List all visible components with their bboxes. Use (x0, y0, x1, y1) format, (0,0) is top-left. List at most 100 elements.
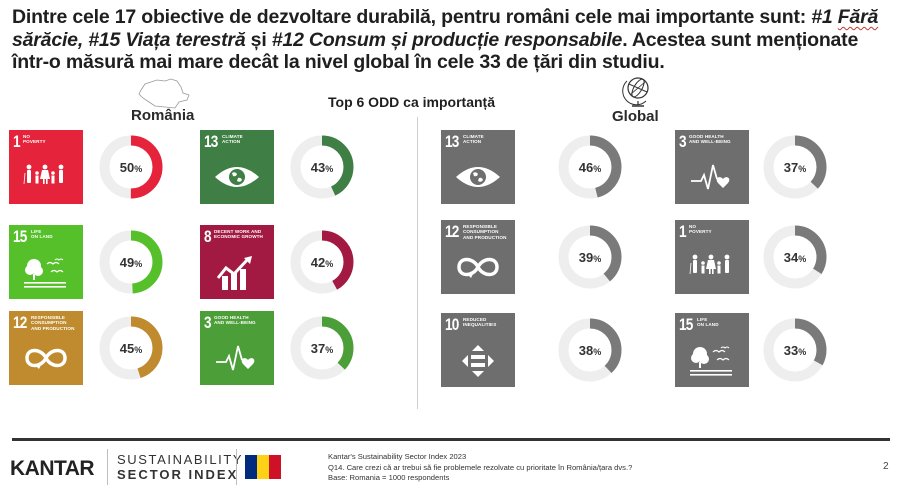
sdg-number: 1 (13, 132, 21, 151)
donut-rom-nia-sdg-1: 50% (98, 134, 164, 200)
sdg-tile-rom-nia-8: 8 Decent work and economic growth (200, 225, 274, 299)
question-line: Q14. Care crezi că ar trebui să fie prob… (328, 462, 633, 472)
source-line: Kantar's Sustainability Sector Index 202… (328, 452, 467, 461)
logo-line-2: SECTOR INDEX (117, 467, 239, 482)
value-number: 37 (310, 340, 326, 356)
donut-global-sdg-3: 37% (762, 134, 828, 200)
value-number: 42 (310, 254, 326, 270)
sdg-tile-rom-nia-15: 15 Life on land (9, 225, 83, 299)
donut-value-arc (290, 316, 354, 380)
donut-value-arc (558, 318, 622, 382)
sdg-label: Life on land (697, 317, 719, 328)
sdg-label: Life on land (31, 229, 53, 240)
value-number: 43 (310, 159, 326, 175)
value-number: 38 (578, 342, 594, 358)
arrows-equal-icon (462, 345, 494, 377)
sdg-label: No poverty (689, 224, 712, 235)
value-number: 33 (783, 342, 799, 358)
value-unit: % (134, 163, 143, 174)
value-unit: % (593, 163, 602, 174)
kantar-logo: KANTAR (10, 457, 95, 480)
donut-value-arc (763, 318, 827, 382)
donut-value-arc (99, 316, 163, 380)
flag-stripe-red (269, 455, 281, 479)
section-label-romania: România (131, 107, 195, 124)
sdg-label: Good health and well-being (214, 315, 256, 326)
romania-map-icon (138, 78, 190, 109)
flag-stripe-yellow (257, 455, 269, 479)
sdg-label: Climate action (463, 134, 484, 145)
headline-text: Dintre cele 17 obiective de dezvoltare d… (12, 6, 812, 28)
eye-globe-icon (215, 167, 259, 187)
donut-rom-nia-sdg-8: 42% (289, 229, 355, 295)
sdg-tile-rom-nia-13: 13 Climate action (200, 130, 274, 204)
value-unit: % (593, 346, 602, 357)
tree-icon (690, 346, 732, 376)
donut-value-label: 37% (762, 134, 828, 200)
donut-value-arc (290, 230, 354, 294)
base-line: Base: Romania = 1000 respondents (328, 473, 450, 482)
sdg-tile-rom-nia-12: 12 Responsible consumption and production (9, 311, 83, 385)
sdg-tile-global-10: 10 Reduced inequalities (441, 313, 515, 387)
sdg-label: Climate action (222, 134, 243, 145)
donut-rom-nia-sdg-15: 49% (98, 229, 164, 295)
donut-global-sdg-15: 33% (762, 317, 828, 383)
infinity-icon (457, 257, 499, 278)
donut-value-label: 37% (289, 315, 355, 381)
section-label-global: Global (612, 108, 659, 125)
donut-value-label: 49% (98, 229, 164, 295)
value-number: 39 (578, 249, 594, 265)
value-unit: % (325, 258, 334, 269)
heartbeat-icon (691, 164, 730, 190)
headline-emphasis: sărăcie, #15 Viața terestră (12, 28, 246, 51)
source-note: Kantar's Sustainability Sector Index 202… (328, 452, 632, 484)
sdg-number: 15 (679, 315, 693, 334)
sdg-tile-global-13: 13 Climate action (441, 130, 515, 204)
footer-separator (107, 449, 108, 485)
donut-value-arc (558, 225, 622, 289)
value-unit: % (325, 344, 334, 355)
value-number: 34 (783, 249, 799, 265)
headline-emphasis: Fără (837, 6, 879, 28)
headline-emphasis: #12 Consum și producție responsabile (271, 28, 623, 51)
donut-global-sdg-1: 34% (762, 224, 828, 290)
sdg-number: 13 (204, 132, 218, 151)
headline-text: și (245, 28, 272, 51)
donut-value-label: 45% (98, 315, 164, 381)
growth-chart-icon (216, 256, 252, 290)
donut-value-label: 39% (557, 224, 623, 290)
sdg-tile-rom-nia-1: 1 No poverty (9, 130, 83, 204)
sustainability-sector-index-logo: SUSTAINABILITY SECTOR INDEX (117, 452, 243, 482)
sdg-label: Reduced inequalities (463, 317, 497, 328)
value-unit: % (593, 253, 602, 264)
family-icon (689, 254, 730, 275)
headline: Dintre cele 17 obiective de dezvoltare d… (12, 6, 892, 74)
donut-value-arc (290, 135, 354, 199)
donut-value-label: 46% (557, 134, 623, 200)
footer-separator (236, 449, 237, 485)
eye-globe-icon (456, 167, 500, 187)
logo-line-1: SUSTAINABILITY (117, 452, 244, 467)
value-unit: % (798, 163, 807, 174)
sdg-label: No poverty (23, 134, 46, 145)
sdg-number: 12 (445, 222, 459, 241)
sdg-number: 8 (204, 227, 212, 246)
donut-value-arc (763, 135, 827, 199)
sdg-number: 13 (445, 132, 459, 151)
sdg-tile-global-12: 12 Responsible consumption and production (441, 220, 515, 294)
romania-flag-icon (245, 455, 281, 479)
sdg-number: 1 (679, 222, 687, 241)
value-unit: % (134, 258, 143, 269)
donut-rom-nia-sdg-3: 37% (289, 315, 355, 381)
sdg-tile-global-1: 1 No poverty (675, 220, 749, 294)
donut-value-label: 34% (762, 224, 828, 290)
donut-value-arc (99, 230, 163, 294)
value-number: 49 (119, 254, 135, 270)
sdg-number: 3 (204, 313, 212, 332)
tree-icon (24, 258, 66, 288)
value-unit: % (325, 163, 334, 174)
heartbeat-icon (216, 345, 255, 371)
donut-value-arc (763, 225, 827, 289)
value-number: 46 (578, 159, 594, 175)
donut-value-arc (99, 135, 163, 199)
